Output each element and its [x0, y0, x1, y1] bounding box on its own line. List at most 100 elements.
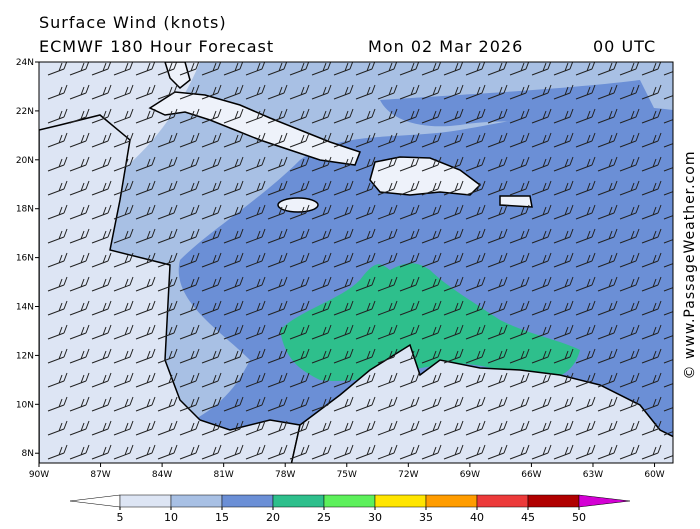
wind-barb [179, 396, 200, 412]
wind-barb [531, 420, 552, 436]
wind-barb [597, 180, 618, 196]
wind-barb [377, 276, 398, 292]
wind-barb [641, 444, 662, 460]
wind-barb [619, 132, 640, 148]
wind-barb [443, 372, 464, 388]
wind-barb [113, 396, 134, 412]
wind-barb [135, 444, 156, 460]
wind-barb [465, 156, 486, 172]
wind-barb [289, 180, 310, 196]
wind-barb [245, 444, 266, 460]
wind-barb [443, 204, 464, 220]
colorbar-label: 20 [266, 511, 280, 524]
wind-barb [553, 324, 574, 340]
wind-barb [399, 156, 420, 172]
wind-barb [487, 204, 508, 220]
wind-barb [531, 276, 552, 292]
wind-barb [509, 108, 530, 124]
wind-barb [69, 228, 90, 244]
wind-barb [333, 204, 354, 220]
wind-barb [223, 204, 244, 220]
wind-barb [421, 444, 442, 460]
wind-barb [443, 84, 464, 100]
wind-barb [399, 252, 420, 268]
wind-barb [333, 84, 354, 100]
wind-barb [377, 300, 398, 316]
wind-barb [245, 276, 266, 292]
wind-barb [179, 180, 200, 196]
wind-barb [47, 372, 68, 388]
wind-barb [157, 108, 178, 124]
wind-barb [91, 300, 112, 316]
wind-barb [47, 276, 68, 292]
wind-barb [223, 348, 244, 364]
lon-tick-label: 84W [152, 470, 172, 480]
wind-barb [333, 108, 354, 124]
wind-barb [597, 156, 618, 172]
wind-barb [553, 108, 574, 124]
wind-barb [399, 372, 420, 388]
wind-barb [223, 300, 244, 316]
wind-barb [355, 348, 376, 364]
wind-barb [355, 156, 376, 172]
wind-barb [399, 132, 420, 148]
wind-barb [619, 420, 640, 436]
wind-barb [663, 335, 673, 340]
wind-barb [245, 348, 266, 364]
wind-barb [135, 228, 156, 244]
wind-barb [421, 396, 442, 412]
wind-barb [157, 348, 178, 364]
wind-barb [179, 348, 200, 364]
wind-barb [289, 276, 310, 292]
wind-barb [509, 324, 530, 340]
wind-barb [267, 300, 288, 316]
wind-barb [487, 84, 508, 100]
wind-barb [47, 396, 68, 412]
wind-barb [267, 324, 288, 340]
wind-barb [641, 228, 662, 244]
wind-barb [553, 204, 574, 220]
wind-barb [641, 204, 662, 220]
wind-barb [553, 372, 574, 388]
wind-barb [487, 180, 508, 196]
wind-barb [421, 204, 442, 220]
colorbar-over [578, 494, 631, 508]
wind-barb [47, 300, 68, 316]
wind-barb [531, 204, 552, 220]
wind-barb [201, 420, 222, 436]
wind-barb [355, 372, 376, 388]
lon-tick-label: 75W [337, 470, 357, 480]
wind-barb [245, 108, 266, 124]
wind-barb [47, 252, 68, 268]
wind-barb [47, 324, 68, 340]
wind-barb [179, 300, 200, 316]
wind-barb [113, 444, 134, 460]
wind-barb [575, 132, 596, 148]
wind-barb [443, 420, 464, 436]
wind-barb [619, 444, 640, 460]
model: ECMWF 180 Hour Forecast [39, 37, 274, 56]
wind-barb [157, 276, 178, 292]
wind-barb [333, 348, 354, 364]
wind-barb [597, 276, 618, 292]
wind-barb [355, 300, 376, 316]
wind-barbs [47, 62, 673, 460]
wind-barb [641, 372, 662, 388]
wind-barb [333, 420, 354, 436]
wind-barb [267, 132, 288, 148]
wind-barb [113, 204, 134, 220]
wind-barb [157, 324, 178, 340]
wind-barb [311, 108, 332, 124]
wind-barb [245, 396, 266, 412]
wind-barb [531, 252, 552, 268]
wind-barb [487, 156, 508, 172]
wind-barb [201, 228, 222, 244]
puerto-rico [499, 195, 533, 208]
wind-barb [113, 420, 134, 436]
wind-barb [597, 108, 618, 124]
wind-barb [663, 263, 673, 268]
wind-barb [289, 132, 310, 148]
wind-barb [619, 180, 640, 196]
wind-barb [245, 228, 266, 244]
wind-barb [289, 204, 310, 220]
